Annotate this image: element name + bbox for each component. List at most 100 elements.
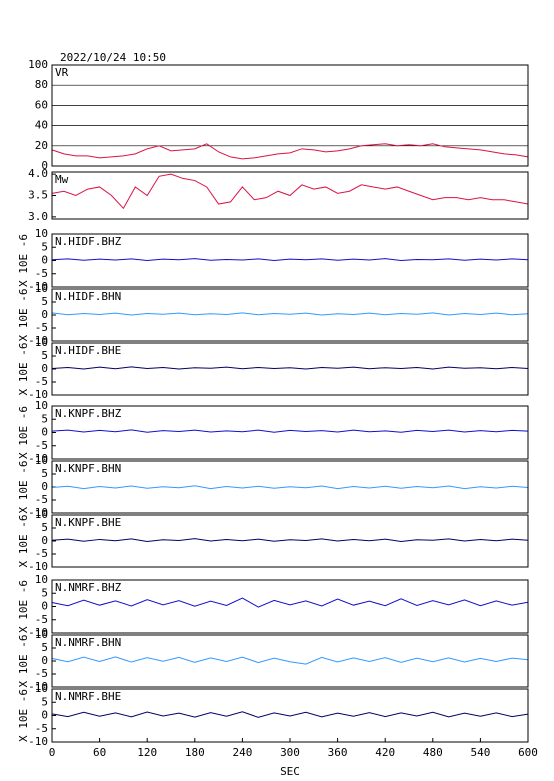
x-tick-label: 180: [185, 746, 205, 759]
panel-frame: [51, 460, 529, 514]
y-tick-label: -10: [28, 388, 48, 401]
data-line: [51, 173, 529, 210]
panel-frame: [51, 342, 529, 396]
y-tick-label: 0: [41, 654, 48, 667]
y-tick-label: 10: [35, 282, 48, 295]
y-axis-label: X 10E -6: [17, 289, 30, 342]
y-tick-label: 5: [41, 240, 48, 253]
y-tick-label: 0: [41, 480, 48, 493]
y-axis-label: X 10E -6: [17, 406, 30, 459]
x-tick-label: 60: [93, 746, 106, 759]
y-tick-label: -10: [28, 735, 48, 748]
y-axis-label: X 10E -6: [17, 635, 30, 688]
y-tick-label: 5: [41, 295, 48, 308]
y-tick-label: -5: [35, 667, 48, 680]
y-tick-label: 10: [35, 399, 48, 412]
y-tick-label: 0: [41, 600, 48, 613]
panel-frame: [51, 514, 529, 568]
y-axis-label: X 10E -6: [17, 515, 30, 568]
data-line: [51, 485, 529, 490]
y-tick-label: 3.0: [28, 210, 48, 223]
y-tick-label: 0: [41, 254, 48, 267]
y-tick-label: -5: [35, 493, 48, 506]
y-tick-label: 100: [28, 58, 48, 71]
trace-label: N.NMRF.BHN: [55, 636, 121, 649]
y-tick-label: 80: [35, 78, 48, 91]
x-tick-label: 300: [280, 746, 300, 759]
data-line: [51, 597, 529, 608]
y-axis-label: X 10E -6: [17, 234, 30, 287]
y-tick-label: -5: [35, 321, 48, 334]
panel-frame: [51, 405, 529, 460]
y-tick-label: 0: [41, 159, 48, 172]
x-tick-label: 600: [518, 746, 538, 759]
panel-frame: [51, 688, 529, 743]
x-tick-label: 120: [137, 746, 157, 759]
y-tick-label: 10: [35, 628, 48, 641]
y-tick-label: 5: [41, 695, 48, 708]
y-axis-label: X 10E -6: [17, 343, 30, 396]
data-line: [51, 366, 529, 370]
x-tick-label: 360: [328, 746, 348, 759]
x-tick-label: 480: [423, 746, 443, 759]
y-tick-label: 10: [35, 573, 48, 586]
panel-frame: [51, 288, 529, 342]
y-tick-label: -10: [28, 452, 48, 465]
panel-frame: [51, 579, 529, 634]
y-tick-label: 10: [35, 227, 48, 240]
y-tick-label: 10: [35, 454, 48, 467]
y-tick-label: 3.5: [28, 189, 48, 202]
y-tick-label: 5: [41, 412, 48, 425]
trace-label: N.KNPF.BHN: [55, 462, 121, 475]
y-tick-label: 10: [35, 508, 48, 521]
trace-label: N.NMRF.BHE: [55, 690, 121, 703]
y-tick-label: 5: [41, 521, 48, 534]
data-line: [51, 258, 529, 262]
data-line: [51, 312, 529, 316]
data-line: [51, 656, 529, 665]
y-tick-label: 60: [35, 98, 48, 111]
trace-label: Mw: [55, 173, 69, 186]
trace-label: N.HIDF.BHN: [55, 290, 121, 303]
y-tick-label: -5: [35, 375, 48, 388]
y-tick-label: -10: [28, 626, 48, 639]
y-tick-label: 5: [41, 586, 48, 599]
data-line: [51, 538, 529, 543]
y-tick-label: 0: [41, 426, 48, 439]
x-tick-label: 420: [375, 746, 395, 759]
trace-label: N.KNPF.BHE: [55, 516, 121, 529]
y-tick-label: -5: [35, 613, 48, 626]
y-tick-label: 0: [41, 308, 48, 321]
y-tick-label: -10: [28, 334, 48, 347]
data-line: [51, 711, 529, 718]
trace-label: N.NMRF.BHZ: [55, 581, 122, 594]
data-line: [51, 429, 529, 433]
y-tick-label: 0: [41, 709, 48, 722]
y-tick-label: -10: [28, 280, 48, 293]
y-tick-label: 5: [41, 641, 48, 654]
y-tick-label: -10: [28, 560, 48, 573]
panel-frame: [51, 171, 529, 220]
panel-frame: [51, 634, 529, 688]
x-tick-label: 540: [470, 746, 490, 759]
y-tick-label: 5: [41, 467, 48, 480]
y-axis-label: X 10E -6: [17, 580, 30, 633]
trace-label: N.HIDF.BHZ: [55, 235, 122, 248]
y-tick-label: 10: [35, 682, 48, 695]
y-tick-label: 4.0: [28, 167, 48, 180]
y-tick-label: 10: [35, 336, 48, 349]
panel-frame: [51, 64, 529, 167]
chart-title: 2022/10/24 10:50: [60, 51, 166, 64]
y-tick-label: -5: [35, 267, 48, 280]
y-tick-label: 5: [41, 349, 48, 362]
trace-label: N.HIDF.BHE: [55, 344, 121, 357]
x-tick-label: 0: [49, 746, 56, 759]
x-axis-label: SEC: [280, 765, 300, 778]
y-axis-label: X 10E -6: [17, 689, 30, 742]
y-tick-label: -10: [28, 506, 48, 519]
data-line: [51, 143, 529, 160]
panel-frame: [51, 233, 529, 288]
trace-label: N.KNPF.BHZ: [55, 407, 122, 420]
y-tick-label: 0: [41, 362, 48, 375]
